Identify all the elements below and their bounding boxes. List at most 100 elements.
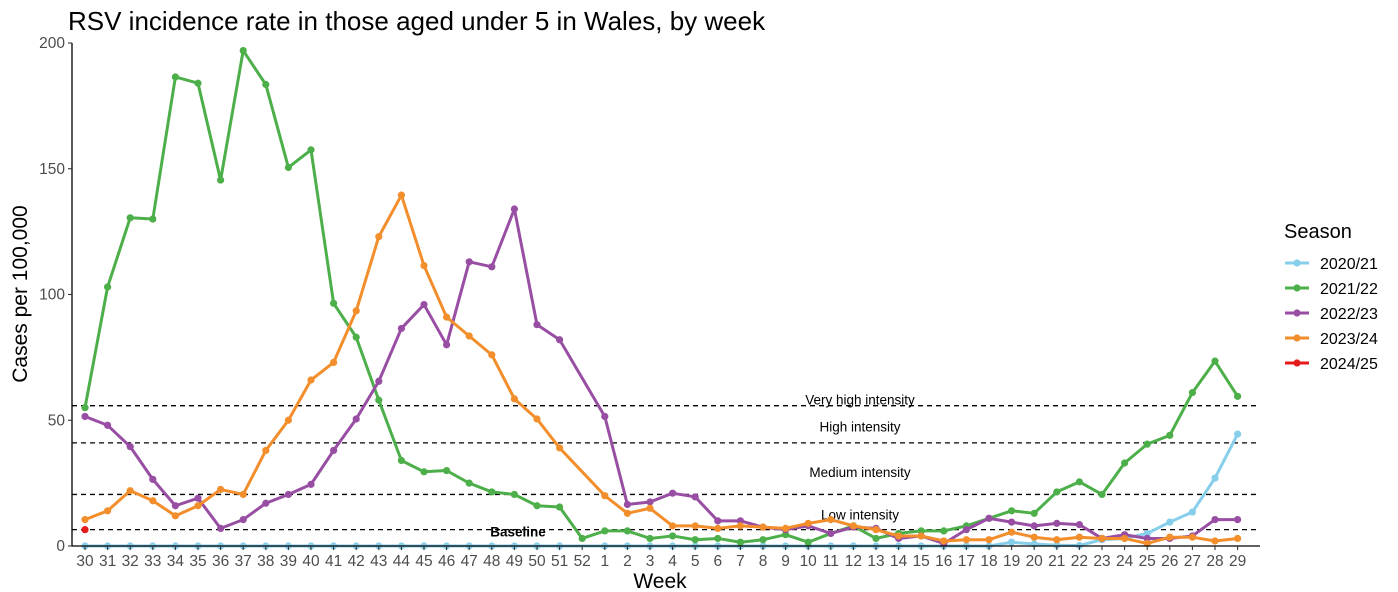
series-2022-23 xyxy=(81,205,1242,548)
data-point xyxy=(307,376,315,384)
data-point xyxy=(1121,459,1129,467)
data-point xyxy=(601,492,609,500)
series-2023-24 xyxy=(81,191,1242,548)
data-point xyxy=(1234,430,1242,438)
data-point xyxy=(1166,431,1174,439)
legend: Season 2020/21 2021/22 2022/23 2023/24 2024/2… xyxy=(1284,221,1378,373)
data-point xyxy=(940,527,948,535)
threshold-label: Very high intensity xyxy=(805,393,915,408)
data-point xyxy=(307,480,315,488)
series-layer xyxy=(81,46,1242,550)
data-point xyxy=(239,46,247,55)
data-point xyxy=(1075,533,1083,541)
x-tick-label: 16 xyxy=(935,553,952,570)
data-point xyxy=(533,415,541,423)
data-point xyxy=(420,261,428,270)
x-tick-label: 39 xyxy=(280,553,297,570)
data-point xyxy=(736,517,745,525)
x-tick-label: 38 xyxy=(257,553,274,570)
legend-key-point xyxy=(1293,259,1301,267)
data-point xyxy=(194,502,202,510)
data-point xyxy=(714,517,722,525)
x-tick-label: 19 xyxy=(1003,553,1020,570)
data-point xyxy=(556,336,564,344)
series-line xyxy=(83,193,1240,545)
data-point xyxy=(1008,528,1016,536)
data-point xyxy=(284,416,292,424)
data-point xyxy=(262,80,270,89)
data-point xyxy=(194,79,202,87)
data-point xyxy=(849,522,858,530)
data-point xyxy=(872,534,880,543)
x-tick-label: 31 xyxy=(99,553,116,570)
data-point xyxy=(126,214,134,222)
legend-item-label: 2022/23 xyxy=(1320,306,1378,323)
x-tick-label: 34 xyxy=(167,553,185,570)
data-point xyxy=(239,490,247,499)
chart-title: RSV incidence rate in those aged under 5… xyxy=(68,6,766,36)
data-point xyxy=(465,332,473,340)
data-point xyxy=(895,532,903,540)
data-point xyxy=(578,534,586,543)
data-point xyxy=(1030,533,1038,541)
data-point xyxy=(1053,488,1061,496)
legend-key-point xyxy=(1293,334,1301,342)
data-point xyxy=(646,534,654,543)
data-point xyxy=(149,475,157,483)
x-tick-label: 25 xyxy=(1139,553,1156,570)
data-point xyxy=(1121,534,1129,543)
data-point xyxy=(81,404,89,412)
y-tick-label: 200 xyxy=(39,35,65,52)
data-point xyxy=(1234,534,1242,543)
data-point xyxy=(714,534,722,543)
x-tick-label: 7 xyxy=(736,553,745,570)
x-tick-label: 50 xyxy=(528,553,546,570)
x-tick-label: 41 xyxy=(325,553,342,570)
data-point xyxy=(962,526,971,534)
data-point xyxy=(1030,522,1038,530)
data-point xyxy=(330,358,338,367)
legend-key-point xyxy=(1293,359,1301,367)
data-point xyxy=(397,456,405,465)
x-tick-label: 23 xyxy=(1093,553,1110,570)
x-tick-label: 28 xyxy=(1206,553,1223,570)
data-point xyxy=(533,502,541,510)
data-point xyxy=(736,538,745,546)
data-point xyxy=(1053,519,1061,527)
data-point xyxy=(465,479,473,487)
x-tick-label: 9 xyxy=(781,553,790,570)
legend-item-label: 2021/22 xyxy=(1320,281,1378,298)
data-point xyxy=(488,351,496,359)
data-point xyxy=(804,538,812,546)
data-point xyxy=(872,526,880,534)
series-2020-21 xyxy=(81,430,1242,550)
data-point xyxy=(736,522,745,530)
data-point xyxy=(1211,515,1219,524)
data-point xyxy=(262,499,270,507)
data-point xyxy=(782,524,790,532)
data-point xyxy=(1008,507,1016,515)
x-tick-label: 43 xyxy=(370,553,387,570)
data-point xyxy=(669,522,677,530)
data-point xyxy=(239,515,247,524)
data-point xyxy=(488,263,496,271)
data-point xyxy=(1053,541,1061,549)
data-point xyxy=(1075,478,1083,486)
data-point xyxy=(1166,533,1174,541)
series-line xyxy=(83,49,1240,544)
data-point xyxy=(104,507,112,515)
x-tick-label: 35 xyxy=(189,553,206,570)
data-point xyxy=(352,333,360,341)
x-tick-label: 33 xyxy=(144,553,161,570)
data-point xyxy=(714,524,722,532)
data-point xyxy=(962,536,971,544)
data-point xyxy=(126,443,134,451)
data-point xyxy=(691,493,699,501)
y-tick-label: 0 xyxy=(56,538,65,555)
data-point xyxy=(420,468,428,476)
data-point xyxy=(217,485,225,494)
x-tick-label: 13 xyxy=(867,553,884,570)
data-point xyxy=(375,396,383,404)
